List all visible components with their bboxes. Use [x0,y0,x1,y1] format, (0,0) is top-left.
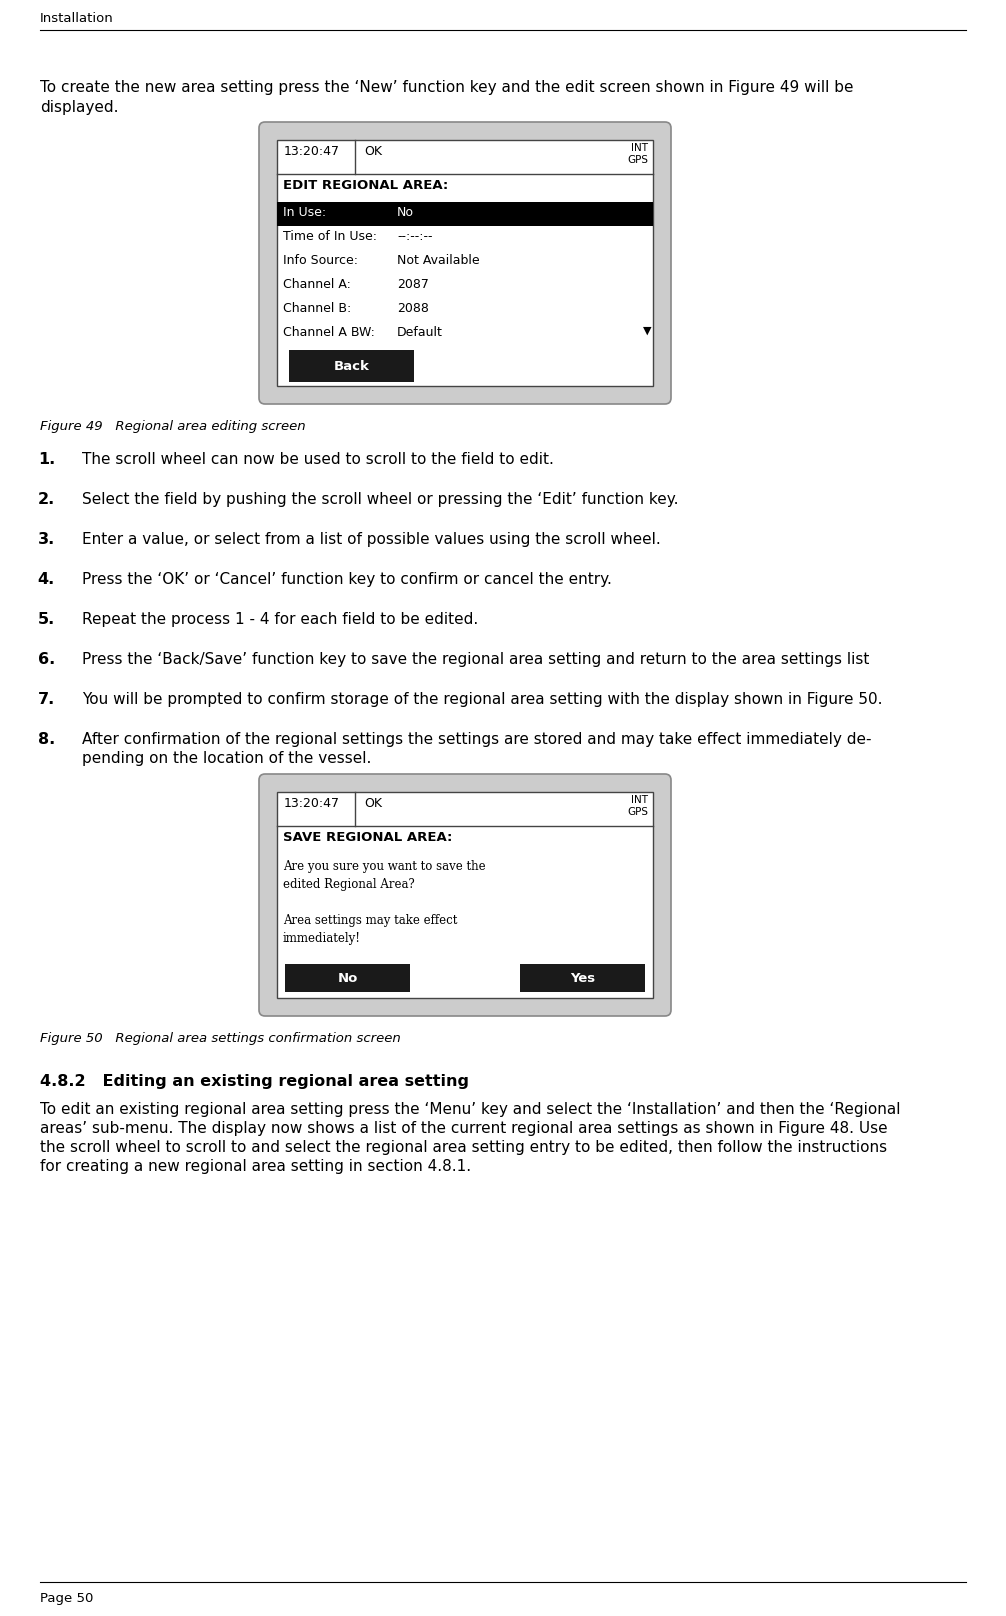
Text: the scroll wheel to scroll to and select the regional area setting entry to be e: the scroll wheel to scroll to and select… [40,1139,887,1155]
Text: OK: OK [364,797,382,810]
Text: 4.8.2   Editing an existing regional area setting: 4.8.2 Editing an existing regional area … [40,1075,469,1089]
Text: 2087: 2087 [397,278,429,291]
Text: Select the field by pushing the scroll wheel or pressing the ‘Edit’ function key: Select the field by pushing the scroll w… [82,491,678,507]
Text: Time of In Use:: Time of In Use: [283,229,377,242]
Text: To create the new area setting press the ‘New’ function key and the edit screen : To create the new area setting press the… [40,81,853,95]
Text: Area settings may take effect: Area settings may take effect [283,915,458,928]
Bar [520,965,645,992]
Text: Channel B:: Channel B: [283,302,351,315]
Text: SAVE REGIONAL AREA:: SAVE REGIONAL AREA: [283,831,453,844]
Text: INT
GPS: INT GPS [627,795,648,818]
Text: Info Source:: Info Source: [283,254,358,267]
Text: Channel A:: Channel A: [283,278,351,291]
Text: No: No [337,971,358,984]
Text: 2088: 2088 [397,302,429,315]
Text: 13:20:47: 13:20:47 [284,797,340,810]
Text: Repeat the process 1 - 4 for each field to be edited.: Repeat the process 1 - 4 for each field … [82,612,478,627]
Text: Are you sure you want to save the: Are you sure you want to save the [283,860,486,873]
Text: 7.: 7. [38,692,55,708]
Text: Press the ‘OK’ or ‘Cancel’ function key to confirm or cancel the entry.: Press the ‘OK’ or ‘Cancel’ function key … [82,572,612,587]
FancyBboxPatch shape [259,121,671,404]
Text: Figure 49   Regional area editing screen: Figure 49 Regional area editing screen [40,420,306,433]
Text: Not Available: Not Available [397,254,480,267]
Text: Channel A BW:: Channel A BW: [283,326,375,339]
Text: In Use:: In Use: [283,205,326,220]
Text: --:--:--: --:--:-- [397,229,433,242]
Text: Default: Default [397,326,443,339]
Text: After confirmation of the regional settings the settings are stored and may take: After confirmation of the regional setti… [82,732,871,747]
Text: 3.: 3. [38,532,55,546]
Text: Figure 50   Regional area settings confirmation screen: Figure 50 Regional area settings confirm… [40,1033,400,1046]
FancyBboxPatch shape [259,774,671,1016]
Text: immediately!: immediately! [283,932,361,945]
Text: To edit an existing regional area setting press the ‘Menu’ key and select the ‘I: To edit an existing regional area settin… [40,1102,900,1117]
Text: 8.: 8. [38,732,55,747]
Bar [289,351,414,381]
Text: 5.: 5. [38,612,55,627]
Text: 13:20:47: 13:20:47 [284,145,340,158]
Text: You will be prompted to confirm storage of the regional area setting with the di: You will be prompted to confirm storage … [82,692,882,708]
Text: 6.: 6. [38,651,55,667]
Bar [285,965,410,992]
Text: OK: OK [364,145,382,158]
Text: for creating a new regional area setting in section 4.8.1.: for creating a new regional area setting… [40,1159,471,1173]
Bar [277,202,653,226]
Text: INT
GPS: INT GPS [627,142,648,165]
Bar [277,141,653,386]
Text: 4.: 4. [38,572,55,587]
Text: pending on the location of the vessel.: pending on the location of the vessel. [82,751,371,766]
Bar [277,792,653,999]
Text: Press the ‘Back/Save’ function key to save the regional area setting and return : Press the ‘Back/Save’ function key to sa… [82,651,869,667]
Text: displayed.: displayed. [40,100,119,115]
Text: 1.: 1. [38,452,55,467]
Text: edited Regional Area?: edited Regional Area? [283,877,414,890]
Text: The scroll wheel can now be used to scroll to the field to edit.: The scroll wheel can now be used to scro… [82,452,554,467]
Text: 2.: 2. [38,491,55,507]
Text: Back: Back [334,359,369,373]
Text: EDIT REGIONAL AREA:: EDIT REGIONAL AREA: [283,179,449,192]
Text: Page 50: Page 50 [40,1592,94,1605]
Text: ▼: ▼ [643,326,652,336]
Text: Yes: Yes [570,971,596,984]
Text: areas’ sub-menu. The display now shows a list of the current regional area setti: areas’ sub-menu. The display now shows a… [40,1122,887,1136]
Text: No: No [397,205,414,220]
Text: Installation: Installation [40,11,114,24]
Text: Enter a value, or select from a list of possible values using the scroll wheel.: Enter a value, or select from a list of … [82,532,661,546]
